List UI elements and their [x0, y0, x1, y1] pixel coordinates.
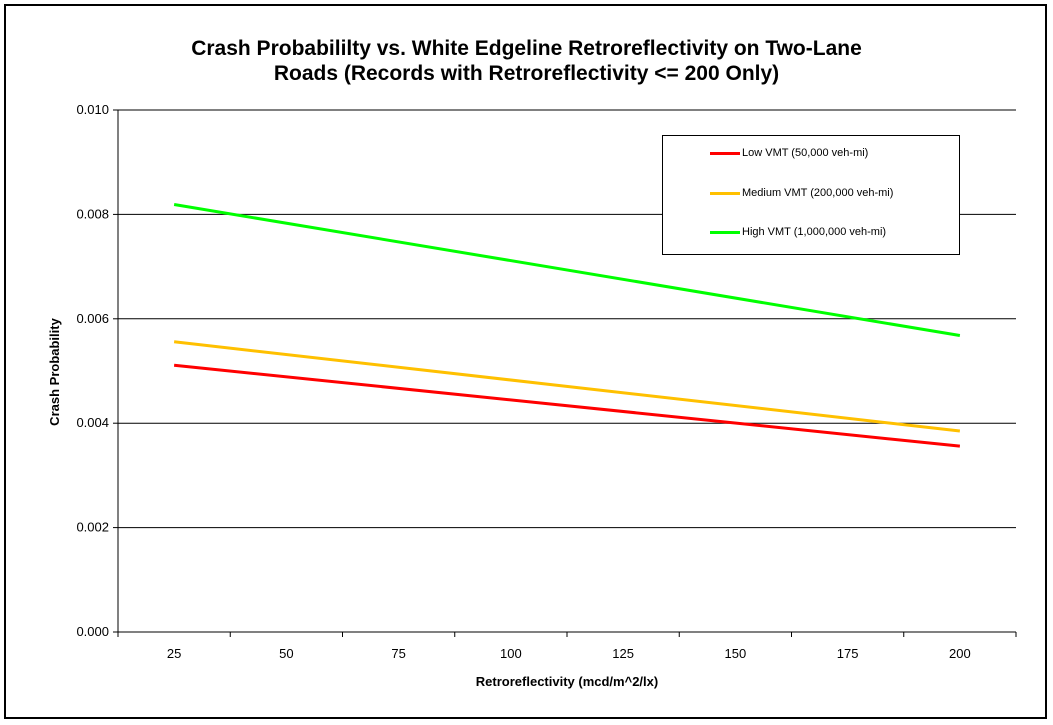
y-tick-label: 0.000: [76, 624, 109, 639]
x-tick-label: 200: [949, 646, 971, 661]
chart-title: Crash Probabililty vs. White Edgeline Re…: [191, 37, 862, 85]
legend-label: Medium VMT (200,000 veh-mi): [742, 187, 894, 199]
axes: [113, 109, 1017, 637]
x-tick-label: 25: [167, 646, 181, 661]
y-tick-label: 0.010: [76, 102, 109, 117]
series-line-2: [173, 203, 961, 337]
x-tick-label: 100: [500, 646, 522, 661]
x-axis-title: Retroreflectivity (mcd/m^2/lx): [476, 674, 658, 689]
series-lines: [173, 203, 961, 448]
legend-label: High VMT (1,000,000 veh-mi): [742, 226, 887, 238]
x-tick-label: 75: [391, 646, 405, 661]
legend-swatch: [710, 151, 740, 155]
x-tick-label: 125: [612, 646, 634, 661]
x-tick-label: 175: [837, 646, 859, 661]
tick-labels: 0.000 0.002 0.004 0.006 0.008 0.010 25 50 75 100 1…: [76, 102, 970, 661]
y-tick-label: 0.004: [76, 415, 109, 430]
legend-item: High VMT (1,000,000 veh-mi): [710, 225, 886, 239]
y-tick-label: 0.006: [76, 311, 109, 326]
series-line-1: [173, 340, 961, 433]
series-line-0: [173, 363, 961, 448]
legend-swatch: [710, 230, 740, 234]
y-tick-label: 0.008: [76, 206, 109, 221]
chart-frame: [4, 4, 1047, 719]
legend: Low VMT (50,000 veh-mi) Medium VMT (200,0…: [662, 135, 960, 255]
x-tick-label: 150: [725, 646, 747, 661]
legend-label: Low VMT (50,000 veh-mi): [742, 147, 869, 159]
x-tick-label: 50: [279, 646, 293, 661]
legend-item: Medium VMT (200,000 veh-mi): [710, 186, 893, 200]
legend-item: Low VMT (50,000 veh-mi): [710, 146, 868, 160]
y-tick-label: 0.002: [76, 520, 109, 535]
y-axis-title: Crash Probability: [47, 317, 62, 425]
legend-swatch: [710, 191, 740, 195]
